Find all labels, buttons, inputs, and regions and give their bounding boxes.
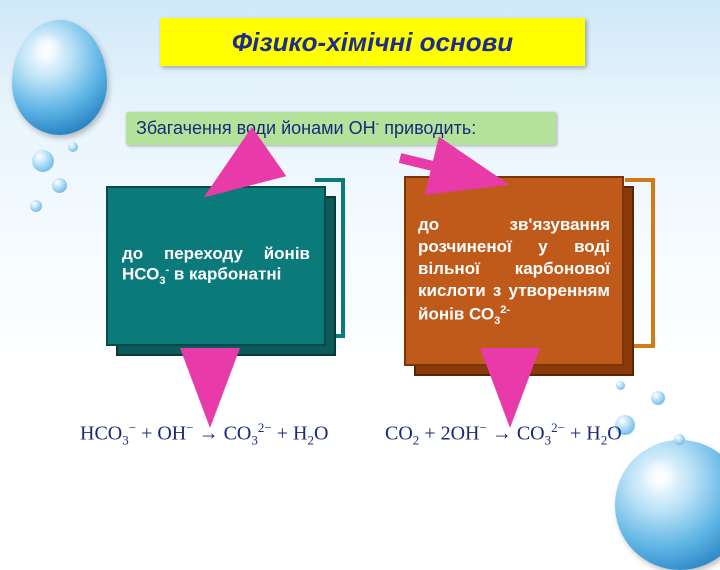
water-drop-big xyxy=(12,20,107,135)
bubble-decoration xyxy=(30,200,42,212)
intro-text: Збагачення води йонами ОН- приводить: xyxy=(126,112,556,145)
right-content-box: до зв'язування розчиненої у воді вільної… xyxy=(404,176,624,366)
title-container: Фізико-хімічні основи xyxy=(160,18,585,66)
bubble-decoration xyxy=(616,381,625,390)
left-content-box: до переходу йонів НСО3- в карбонатні xyxy=(106,186,326,346)
formula-left: HCO3− + OH− → CO32− + H2O xyxy=(80,420,370,449)
bubble-decoration xyxy=(68,142,78,152)
bubble-decoration xyxy=(651,391,665,405)
formula-right: CO2 + 2OH− → CO32− + H2O xyxy=(385,420,695,449)
bubble-decoration xyxy=(32,150,54,172)
right-box-text: до зв'язування розчиненої у воді вільної… xyxy=(418,214,610,328)
bubble-decoration xyxy=(52,178,67,193)
slide-title: Фізико-хімічні основи xyxy=(232,27,513,58)
left-box-text: до переходу йонів НСО3- в карбонатні xyxy=(122,244,310,287)
